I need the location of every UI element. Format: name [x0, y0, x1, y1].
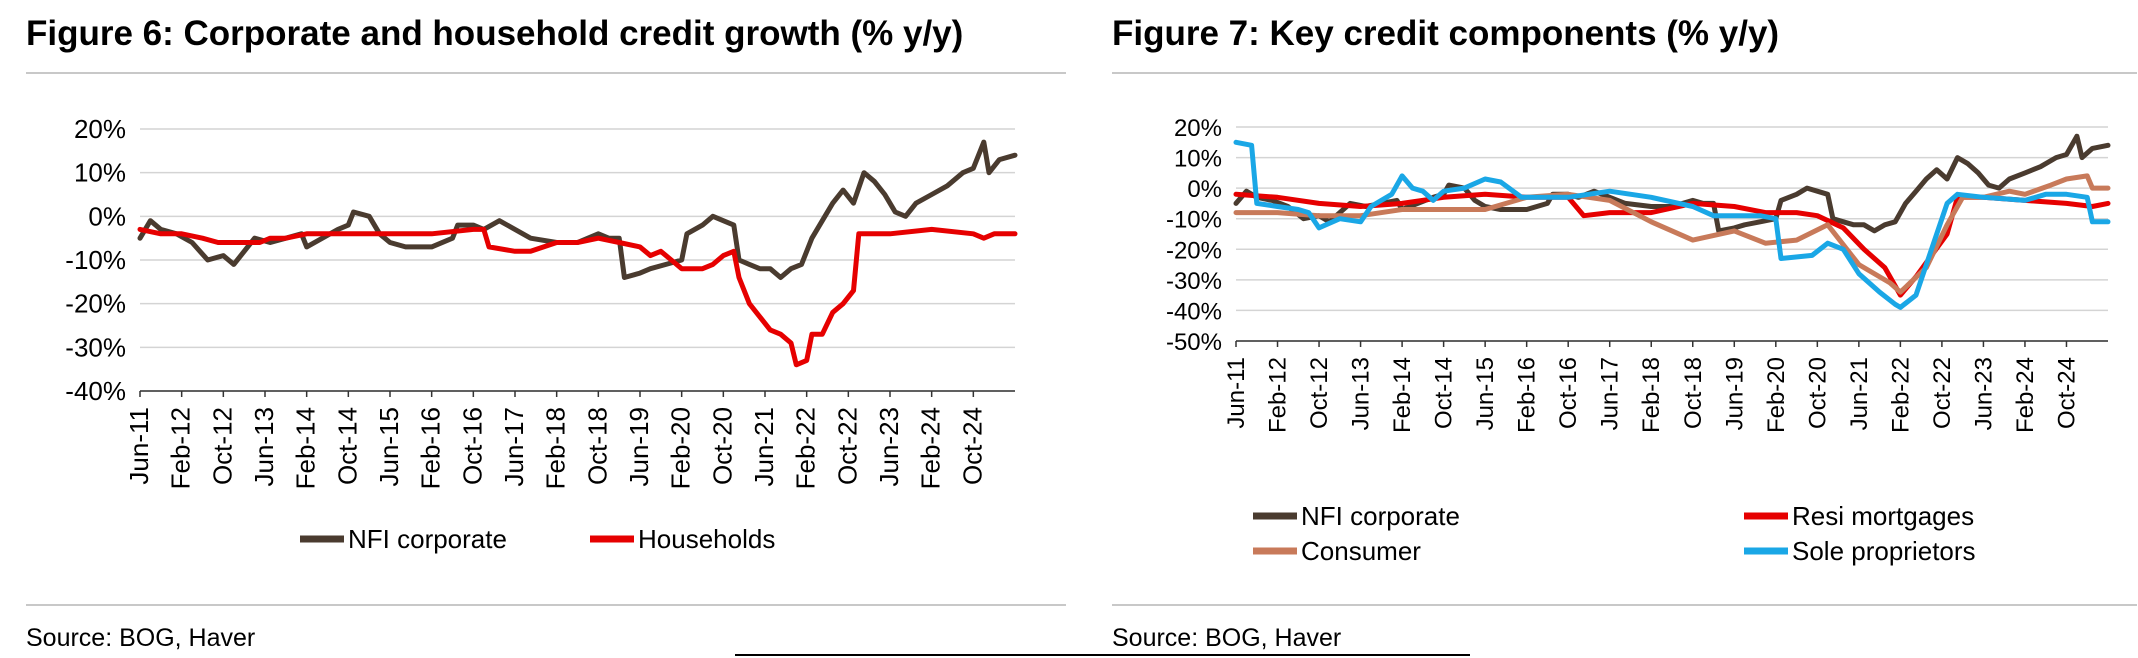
x-tick-label: Oct-24 — [957, 407, 987, 485]
y-tick-label: -10% — [1166, 207, 1222, 234]
x-tick-label: Feb-14 — [291, 407, 321, 489]
x-tick-label: Oct-12 — [1306, 357, 1333, 429]
bottom-divider — [1112, 604, 2137, 606]
legend-label: NFI corporate — [348, 524, 507, 554]
figure-6-title: Figure 6: Corporate and household credit… — [26, 14, 964, 53]
y-tick-label: -20% — [65, 289, 126, 319]
x-tick-label: Feb-24 — [2012, 357, 2039, 433]
x-tick-label: Feb-14 — [1389, 357, 1416, 433]
x-tick-label: Oct-24 — [2053, 357, 2080, 429]
legend-label: Sole proprietors — [1792, 536, 1976, 566]
x-tick-label: Jun-11 — [1223, 357, 1250, 429]
y-tick-label: -40% — [1166, 298, 1222, 325]
y-tick-label: 0% — [1187, 176, 1222, 203]
y-tick-label: -10% — [65, 245, 126, 275]
x-tick-label: Jun-15 — [374, 407, 404, 487]
x-tick-label: Oct-20 — [1804, 357, 1831, 429]
x-tick-label: Oct-14 — [1431, 357, 1458, 429]
x-tick-label: Feb-18 — [541, 407, 571, 489]
x-tick-label: Feb-16 — [416, 407, 446, 489]
x-tick-label: Oct-16 — [457, 407, 487, 485]
x-tick-label: Oct-12 — [207, 407, 237, 485]
x-tick-label: Feb-16 — [1514, 357, 1541, 433]
y-tick-label: -30% — [65, 332, 126, 362]
x-tick-label: Oct-14 — [332, 407, 362, 485]
x-tick-label: Feb-20 — [666, 407, 696, 489]
legend-label: Consumer — [1301, 536, 1421, 566]
source-note: Source: BOG, Haver — [26, 624, 256, 652]
top-divider — [1112, 72, 2137, 74]
series-line-consumer — [1233, 173, 2111, 295]
x-tick-label: Oct-18 — [582, 407, 612, 485]
series-line-households — [137, 226, 1018, 368]
y-tick-label: -50% — [1166, 329, 1222, 356]
y-tick-label: 20% — [1174, 115, 1222, 142]
x-tick-label: Jun-19 — [624, 407, 654, 487]
y-tick-label: -40% — [65, 376, 126, 406]
x-tick-label: Jun-21 — [749, 407, 779, 487]
y-tick-label: -20% — [1166, 237, 1222, 264]
x-tick-label: Jun-15 — [1472, 357, 1499, 430]
x-tick-label: Feb-22 — [1887, 357, 1914, 433]
source-note: Source: BOG, Haver — [1112, 624, 1342, 652]
series-line-nfi-corporate — [137, 139, 1018, 280]
x-tick-label: Jun-23 — [874, 407, 904, 487]
x-tick-label: Oct-22 — [832, 407, 862, 485]
x-tick-label: Oct-22 — [1929, 357, 1956, 429]
figure-7-chart: 20% 10% 0% -10% -20% -30% -40% -50%Jun-11 Feb-12… — [1166, 115, 2111, 566]
x-tick-label: Feb-24 — [916, 407, 946, 489]
x-tick-label: Jun-23 — [1970, 357, 1997, 430]
top-divider — [26, 72, 1066, 74]
figure-6-chart: 20% 10% 0% -10% -20% -30% -40%Jun-11 Feb-12 Oct-… — [65, 114, 1018, 554]
x-tick-label: Oct-20 — [707, 407, 737, 485]
x-tick-label: Feb-20 — [1763, 357, 1790, 433]
x-tick-label: Jun-13 — [1348, 357, 1375, 430]
legend-label: Households — [638, 524, 775, 554]
figure-7-title: Figure 7: Key credit components (% y/y) — [1112, 14, 1780, 53]
x-tick-label: Jun-21 — [1846, 357, 1873, 430]
bottom-divider — [26, 604, 1066, 606]
figure-7-panel: Figure 7: Key credit components (% y/y) … — [1108, 0, 2138, 658]
figure-6-panel: Figure 6: Corporate and household credit… — [26, 14, 1066, 652]
x-tick-label: Oct-18 — [1680, 357, 1707, 429]
legend-label: NFI corporate — [1301, 501, 1460, 531]
x-tick-label: Feb-12 — [1265, 357, 1292, 433]
x-tick-label: Oct-16 — [1555, 357, 1582, 429]
legend-label: Resi mortgages — [1792, 501, 1974, 531]
x-tick-label: Feb-12 — [166, 407, 196, 489]
x-tick-label: Jun-19 — [1721, 357, 1748, 430]
series-line-nfi-corporate — [1233, 133, 2111, 234]
x-tick-label: Jun-11 — [124, 407, 154, 485]
x-tick-label: Jun-17 — [499, 407, 529, 487]
y-tick-label: 20% — [74, 114, 126, 144]
y-tick-label: -30% — [1166, 268, 1222, 295]
x-tick-label: Feb-18 — [1638, 357, 1665, 433]
y-tick-label: 10% — [1174, 146, 1222, 173]
series-line-sole-proprietors — [1233, 139, 2111, 310]
x-tick-label: Jun-17 — [1597, 357, 1624, 430]
y-tick-label: 0% — [88, 201, 126, 231]
y-tick-label: 10% — [74, 158, 126, 188]
x-tick-label: Jun-13 — [249, 407, 279, 487]
x-tick-label: Feb-22 — [791, 407, 821, 489]
page-bottom-rule — [735, 654, 1470, 656]
